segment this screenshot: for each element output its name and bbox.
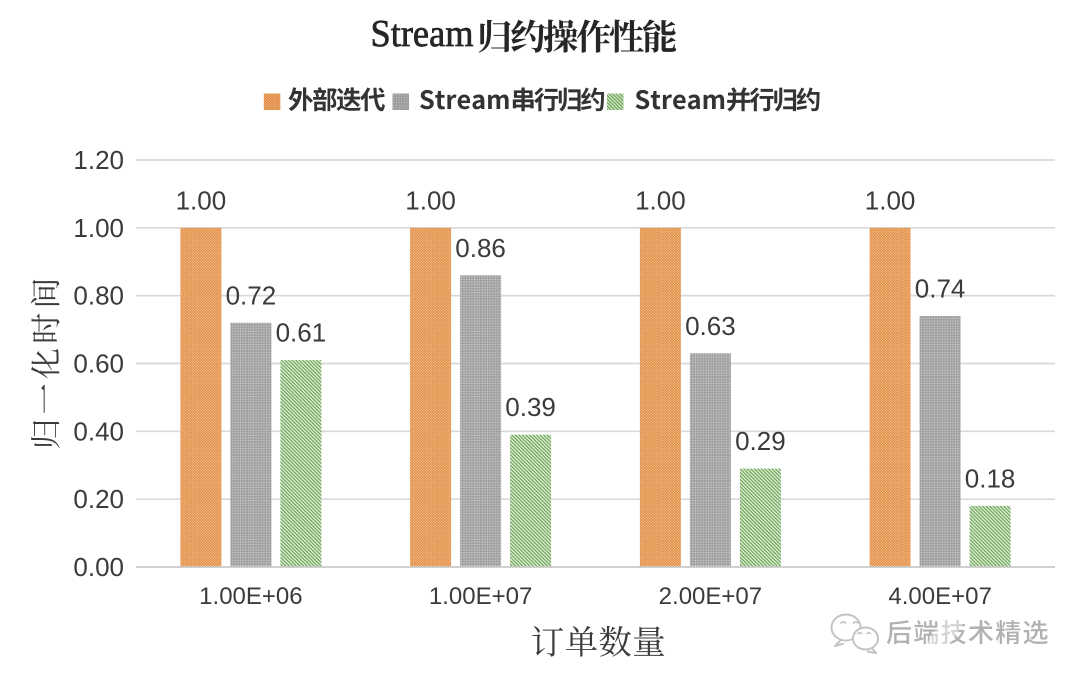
svg-text:0.72: 0.72 — [226, 280, 277, 310]
svg-text:0.86: 0.86 — [455, 233, 506, 263]
svg-text:0.29: 0.29 — [735, 426, 786, 456]
svg-text:1.00: 1.00 — [405, 185, 456, 215]
svg-text:Stream: Stream — [371, 13, 474, 55]
svg-text:0.60: 0.60 — [73, 349, 124, 379]
svg-text:0.18: 0.18 — [965, 463, 1016, 493]
svg-text:1.00: 1.00 — [865, 185, 916, 215]
svg-text:1.00: 1.00 — [176, 185, 227, 215]
svg-text:0.00: 0.00 — [73, 552, 124, 582]
svg-text:2.00E+07: 2.00E+07 — [659, 583, 762, 610]
svg-text:0.40: 0.40 — [73, 416, 124, 446]
svg-text:1.00: 1.00 — [635, 185, 686, 215]
svg-text:1.20: 1.20 — [73, 145, 124, 175]
svg-text:0.80: 0.80 — [73, 281, 124, 311]
svg-text:1.00: 1.00 — [73, 213, 124, 243]
svg-text:0.20: 0.20 — [73, 484, 124, 514]
svg-text:4.00E+07: 4.00E+07 — [888, 583, 991, 610]
svg-text:0.63: 0.63 — [685, 311, 736, 341]
svg-text:0.61: 0.61 — [276, 318, 327, 348]
svg-text:1.00E+07: 1.00E+07 — [429, 583, 532, 610]
svg-text:1.00E+06: 1.00E+06 — [199, 583, 302, 610]
svg-text:0.74: 0.74 — [915, 274, 966, 304]
svg-text:0.39: 0.39 — [505, 392, 556, 422]
